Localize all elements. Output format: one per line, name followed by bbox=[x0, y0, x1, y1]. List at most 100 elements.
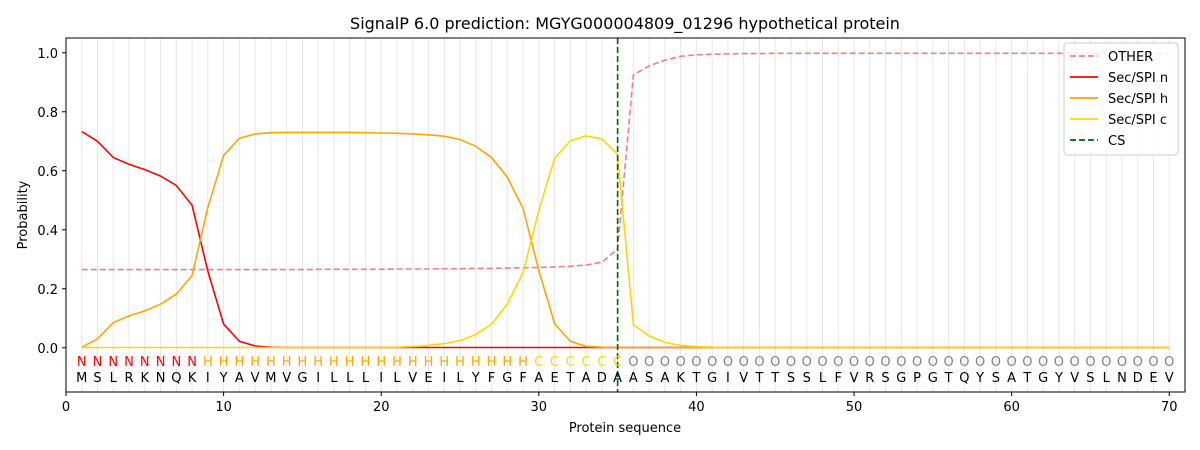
sequence-residue: G bbox=[502, 371, 512, 386]
x-tick-label: 40 bbox=[688, 400, 705, 415]
region-label: O bbox=[1117, 355, 1127, 370]
sequence-residue: G bbox=[297, 371, 307, 386]
region-label: O bbox=[880, 355, 890, 370]
sequence-residue: K bbox=[188, 371, 197, 386]
sequence-residue: L bbox=[330, 371, 338, 386]
region-label: H bbox=[424, 355, 434, 370]
x-tick-label: 60 bbox=[1003, 400, 1020, 415]
sequence-residue: V bbox=[282, 371, 291, 386]
x-tick-label: 30 bbox=[531, 400, 548, 415]
x-axis-title: Protein sequence bbox=[569, 421, 681, 436]
region-label: H bbox=[234, 355, 244, 370]
x-tick-label: 0 bbox=[62, 400, 70, 415]
sequence-residue: G bbox=[928, 371, 938, 386]
sequence-residue: L bbox=[346, 371, 354, 386]
sequence-residue: V bbox=[739, 371, 748, 386]
series-line-sec-spi-c bbox=[81, 135, 1170, 349]
sequence-residue: L bbox=[110, 371, 118, 386]
region-label: O bbox=[1085, 355, 1095, 370]
sequence-residue: T bbox=[1022, 371, 1031, 386]
sequence-residue: S bbox=[992, 371, 1000, 386]
x-tick-label: 70 bbox=[1161, 400, 1178, 415]
sequence-residue: Q bbox=[171, 371, 181, 386]
sequence-residue: L bbox=[819, 371, 827, 386]
x-tick-label: 10 bbox=[215, 400, 232, 415]
sequence-residue: Y bbox=[219, 371, 228, 386]
region-label: O bbox=[959, 355, 969, 370]
region-label: H bbox=[455, 355, 465, 370]
region-label: H bbox=[298, 355, 308, 370]
series-line-other bbox=[81, 52, 1170, 271]
region-label: N bbox=[77, 355, 87, 370]
sequence-residue: I bbox=[316, 371, 320, 386]
region-label: H bbox=[439, 355, 449, 370]
legend-label: OTHER bbox=[1108, 50, 1153, 65]
plot-frame bbox=[65, 37, 1186, 393]
region-label: O bbox=[1133, 355, 1143, 370]
region-label: N bbox=[156, 355, 166, 370]
y-tick-label: 1.0 bbox=[37, 47, 58, 62]
sequence-residue: S bbox=[803, 371, 811, 386]
region-label: O bbox=[817, 355, 827, 370]
sequence-residue: F bbox=[519, 371, 526, 386]
legend-label: CS bbox=[1108, 134, 1125, 149]
sequence-residue: D bbox=[1133, 371, 1143, 386]
plot-area: NMNSNLNRNKNNNQNKHIHYHAHVHMHVHGHIHLHLHLHI… bbox=[37, 37, 1186, 415]
y-tick-label: 0.0 bbox=[37, 342, 58, 357]
region-label: H bbox=[345, 355, 355, 370]
sequence-residue: A bbox=[534, 371, 543, 386]
sequence-residue: L bbox=[393, 371, 401, 386]
y-tick-label: 0.4 bbox=[37, 224, 58, 239]
sequence-residue: Y bbox=[975, 371, 984, 386]
region-label: H bbox=[408, 355, 418, 370]
sequence-residue: F bbox=[835, 371, 842, 386]
sequence-residue: V bbox=[408, 371, 417, 386]
region-label: H bbox=[502, 355, 512, 370]
region-label: O bbox=[754, 355, 764, 370]
sequence-residue: K bbox=[141, 371, 150, 386]
region-label: N bbox=[187, 355, 197, 370]
region-label: O bbox=[802, 355, 812, 370]
sequence-residue: T bbox=[754, 371, 763, 386]
region-label: O bbox=[628, 355, 638, 370]
region-label: H bbox=[392, 355, 402, 370]
sequence-residue: P bbox=[913, 371, 921, 386]
sequence-residue: L bbox=[1103, 371, 1111, 386]
sequence-residue: E bbox=[424, 371, 432, 386]
x-tick-label: 20 bbox=[373, 400, 390, 415]
region-label: O bbox=[849, 355, 859, 370]
sequence-residue: L bbox=[456, 371, 464, 386]
sequence-residue: M bbox=[265, 371, 276, 386]
region-label: H bbox=[313, 355, 323, 370]
region-label: C bbox=[582, 355, 591, 370]
region-label: O bbox=[691, 355, 701, 370]
region-label: O bbox=[786, 355, 796, 370]
region-label: H bbox=[266, 355, 276, 370]
sequence-residue: I bbox=[206, 371, 210, 386]
sequence-residue: T bbox=[770, 371, 779, 386]
region-label: N bbox=[108, 355, 118, 370]
region-label: O bbox=[1022, 355, 1032, 370]
y-axis-title: Probability bbox=[16, 180, 31, 249]
sequence-residue: A bbox=[235, 371, 244, 386]
sequence-residue: Y bbox=[1054, 371, 1063, 386]
sequence-residue: R bbox=[865, 371, 874, 386]
sequence-residue: A bbox=[613, 371, 622, 386]
sequence-residue: A bbox=[660, 371, 669, 386]
region-label: O bbox=[833, 355, 843, 370]
region-label: O bbox=[644, 355, 654, 370]
sequence-residue: G bbox=[1038, 371, 1048, 386]
region-label: C bbox=[534, 355, 543, 370]
sequence-residue: V bbox=[1070, 371, 1079, 386]
sequence-residue: V bbox=[850, 371, 859, 386]
sequence-residue: I bbox=[726, 371, 730, 386]
legend: OTHER Sec/SPI n Sec/SPI h Sec/SPI c CS bbox=[1063, 42, 1179, 156]
region-label: O bbox=[739, 355, 749, 370]
region-label: H bbox=[329, 355, 339, 370]
sequence-residue: K bbox=[676, 371, 685, 386]
sequence-residue: N bbox=[156, 371, 166, 386]
sequence-residue: E bbox=[550, 371, 558, 386]
region-label: O bbox=[928, 355, 938, 370]
region-label: H bbox=[282, 355, 292, 370]
